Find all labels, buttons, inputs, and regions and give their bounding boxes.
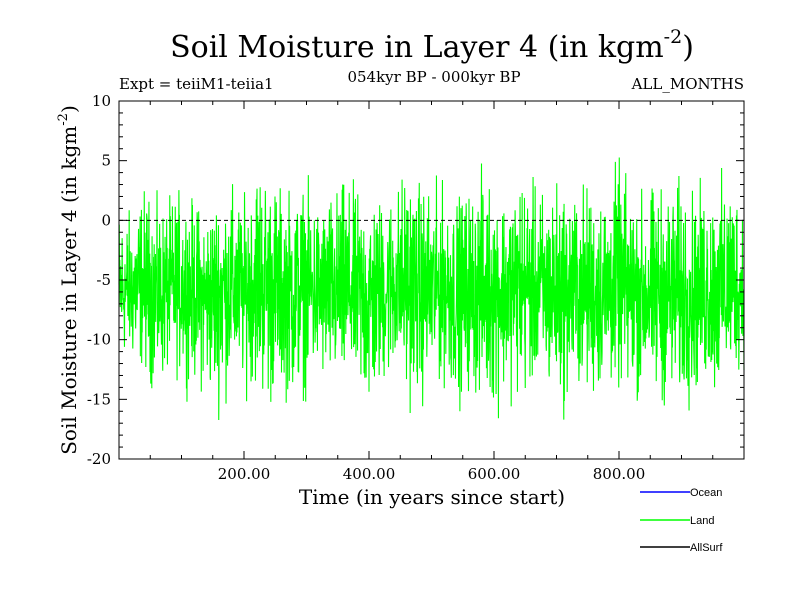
subtitle-left: Expt = teiiM1-teiia1 xyxy=(119,75,274,93)
y-axis-ticks: -20 -15 -10 -5 0 5 10 xyxy=(87,92,744,468)
y-tick-label: -20 xyxy=(87,450,111,468)
y-tick-label: 5 xyxy=(101,152,111,170)
y-axis-label: Soil Moisture in Layer 4 (in kgm-2) xyxy=(56,105,81,455)
legend-label-allsurf: AllSurf xyxy=(690,542,723,554)
legend-label-land: Land xyxy=(690,515,714,527)
y-tick-label: -10 xyxy=(87,331,111,349)
x-tick-label: 200.00 xyxy=(218,465,271,483)
x-tick-label: 800.00 xyxy=(593,465,646,483)
legend-label-ocean: Ocean xyxy=(690,487,722,499)
subtitle-right: ALL_MONTHS xyxy=(631,75,744,93)
x-axis-label: Time (in years since start) xyxy=(299,485,565,509)
x-tick-label: 600.00 xyxy=(468,465,521,483)
x-tick-label: 400.00 xyxy=(343,465,396,483)
legend: Ocean Land AllSurf xyxy=(640,487,723,554)
x-axis-ticks: 200.00 400.00 600.00 800.00 xyxy=(149,101,714,483)
subtitle-center: 054kyr BP - 000kyr BP xyxy=(347,68,520,86)
series-layer xyxy=(118,157,745,421)
y-tick-label: -15 xyxy=(87,390,111,408)
chart-title: Soil Moisture in Layer 4 (in kgm-2) xyxy=(170,26,694,65)
land-series-line xyxy=(118,157,745,421)
y-tick-label: -5 xyxy=(96,271,111,289)
y-tick-label: 10 xyxy=(92,92,111,110)
y-tick-label: 0 xyxy=(101,211,111,229)
